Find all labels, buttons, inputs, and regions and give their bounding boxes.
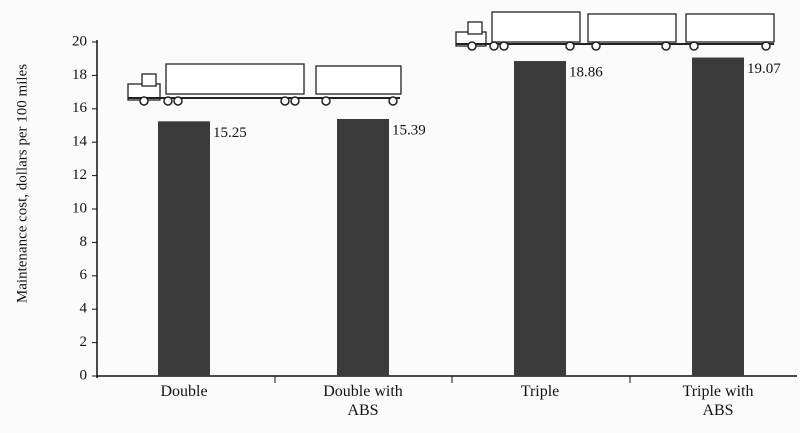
bar bbox=[158, 121, 210, 376]
x-tick-label: Double bbox=[160, 383, 208, 400]
bar bbox=[514, 61, 566, 377]
y-axis-label: Maintenance cost, dollars per 100 miles bbox=[14, 63, 31, 304]
y-tick-label: 8 bbox=[80, 234, 88, 250]
value-label: 15.25 bbox=[213, 125, 247, 141]
triple-truck-icon bbox=[455, 11, 775, 51]
x-tick-label: Double with ABS bbox=[323, 383, 403, 419]
y-tick-label: 6 bbox=[80, 267, 88, 283]
bar bbox=[337, 118, 389, 376]
value-label: 18.86 bbox=[569, 64, 603, 80]
y-tick-label: 18 bbox=[72, 67, 87, 83]
x-tick-label: Triple with ABS bbox=[682, 383, 754, 419]
y-tick-label: 16 bbox=[72, 100, 88, 116]
value-label: 19.07 bbox=[747, 61, 781, 77]
y-tick-label: 12 bbox=[72, 167, 87, 183]
x-tick-label: Triple bbox=[520, 383, 560, 400]
y-tick-label: 4 bbox=[80, 301, 88, 317]
y-tick-label: 20 bbox=[72, 33, 87, 49]
bar bbox=[692, 57, 744, 376]
double-truck-icon bbox=[127, 63, 402, 106]
y-tick-label: 0 bbox=[80, 367, 88, 383]
value-label: 15.39 bbox=[392, 122, 426, 138]
y-tick-label: 10 bbox=[72, 200, 87, 216]
y-tick-label: 2 bbox=[80, 334, 88, 350]
y-tick-label: 14 bbox=[72, 134, 88, 150]
